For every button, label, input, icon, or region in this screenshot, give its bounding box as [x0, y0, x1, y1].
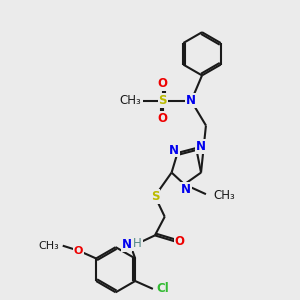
Text: O: O — [158, 112, 168, 125]
Text: S: S — [151, 190, 159, 202]
Text: CH₃: CH₃ — [38, 241, 59, 251]
Text: O: O — [158, 77, 168, 90]
Text: O: O — [174, 235, 184, 248]
Text: N: N — [169, 143, 178, 157]
Text: N: N — [181, 183, 191, 196]
Text: O: O — [74, 246, 83, 256]
Text: N: N — [196, 140, 206, 153]
Text: N: N — [122, 238, 131, 251]
Text: N: N — [186, 94, 196, 107]
Text: Cl: Cl — [157, 282, 169, 296]
Text: CH₃: CH₃ — [214, 189, 236, 202]
Text: H: H — [133, 237, 142, 250]
Text: CH₃: CH₃ — [119, 94, 141, 107]
Text: S: S — [158, 94, 167, 107]
